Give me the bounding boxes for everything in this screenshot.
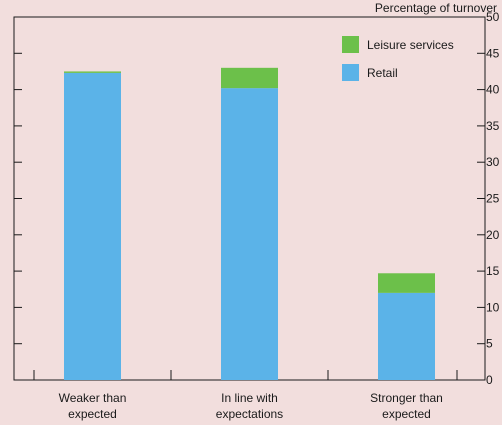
y-tick-label-30: 30 [486, 155, 500, 169]
y-tick-label-25: 25 [486, 192, 500, 206]
legend: Leisure services Retail [342, 36, 454, 81]
y-tick-label-20: 20 [486, 228, 500, 242]
legend-swatch-leisure-services [342, 36, 359, 53]
category-label-0-line-0: Weaker than [59, 391, 127, 405]
y-axis-title: Percentage of turnover [375, 1, 497, 15]
y-tick-label-0: 0 [486, 373, 493, 387]
bar-leisure-services-1 [221, 67, 278, 89]
bar-retail-0 [64, 72, 121, 380]
bar-retail-2 [378, 292, 435, 380]
category-label-2-line-0: Stronger than [370, 391, 443, 405]
y-tick-label-5: 5 [486, 337, 493, 351]
category-label-2-line-1: expected [382, 407, 431, 421]
category-label-0-line-1: expected [68, 407, 117, 421]
category-label-1-line-0: In line with [221, 391, 278, 405]
y-axis-ticks: 0 5 10 15 20 25 30 35 40 45 50 [14, 10, 500, 387]
legend-swatch-retail [342, 64, 359, 81]
bar-leisure-services-0 [64, 71, 121, 73]
y-tick-label-40: 40 [486, 83, 500, 97]
legend-label-leisure-services: Leisure services [367, 38, 454, 52]
category-labels: Weaker than expected In line with expectati… [59, 391, 443, 421]
y-tick-label-15: 15 [486, 264, 500, 278]
category-label-1-line-1: expectations [216, 407, 283, 421]
x-axis-ticks [33, 370, 458, 380]
legend-label-retail: Retail [367, 66, 398, 80]
y-tick-label-50: 50 [486, 10, 500, 24]
bar-leisure-services-2 [378, 273, 435, 293]
y-tick-label-45: 45 [486, 46, 500, 60]
bar-retail-1 [221, 88, 278, 380]
y-tick-label-10: 10 [486, 300, 500, 314]
y-tick-label-35: 35 [486, 119, 500, 133]
bars [64, 67, 435, 380]
